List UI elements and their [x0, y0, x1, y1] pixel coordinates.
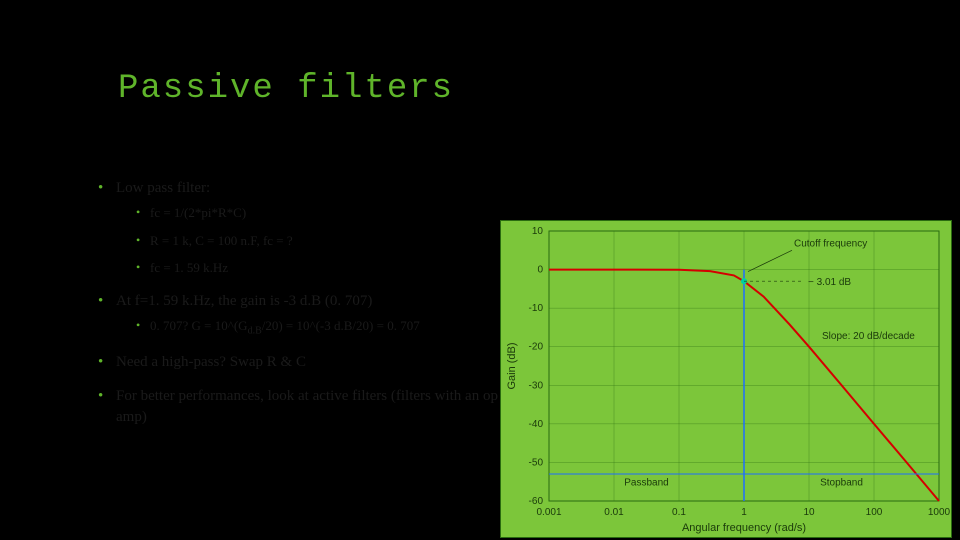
bullet-lowpass-text: Low pass filter: [116, 180, 210, 196]
bullet-highpass: Need a high-pass? Swap R & C [98, 352, 498, 372]
bullet-rc-values: R = 1 k, C = 100 n.F, fc = ? [136, 232, 498, 250]
svg-text:Passband: Passband [624, 478, 668, 489]
svg-text:-10: -10 [529, 303, 544, 314]
svg-text:Stopband: Stopband [820, 478, 863, 489]
svg-text:Angular frequency (rad/s): Angular frequency (rad/s) [682, 522, 806, 534]
bode-plot: 0.0010.010.11101001000100-10-20-30-40-50… [500, 220, 952, 538]
svg-text:1: 1 [741, 507, 747, 518]
svg-text:− 3.01 dB: − 3.01 dB [808, 277, 851, 288]
svg-text:-30: -30 [529, 380, 544, 391]
slide-body: Low pass filter: fc = 1/(2*pi*R*C) R = 1… [98, 178, 498, 441]
bullet-lowpass: Low pass filter: fc = 1/(2*pi*R*C) R = 1… [98, 178, 498, 277]
svg-text:10: 10 [532, 226, 544, 237]
bullet-gain-calc: 0. 707? G = 10^(Gd.B/20) = 10^(-3 d.B/20… [136, 317, 498, 338]
bullet-gain: At f=1. 59 k.Hz, the gain is -3 d.B (0. … [98, 291, 498, 338]
bullet-active: For better performances, look at active … [98, 386, 498, 427]
svg-text:Gain (dB): Gain (dB) [506, 342, 518, 389]
bullet-fc-formula: fc = 1/(2*pi*R*C) [136, 204, 498, 222]
svg-text:10: 10 [803, 507, 815, 518]
svg-text:0.001: 0.001 [536, 507, 561, 518]
svg-text:0: 0 [537, 265, 543, 276]
bullet-gain-text: At f=1. 59 k.Hz, the gain is -3 d.B (0. … [116, 293, 372, 309]
svg-text:100: 100 [866, 507, 883, 518]
svg-text:Slope: 20 dB/decade: Slope: 20 dB/decade [822, 331, 915, 342]
svg-text:1000: 1000 [928, 507, 951, 518]
svg-text:0.1: 0.1 [672, 507, 686, 518]
svg-text:Cutoff frequency: Cutoff frequency [794, 238, 867, 249]
svg-text:-40: -40 [529, 419, 544, 430]
svg-text:-20: -20 [529, 342, 544, 353]
bullet-fc-result: fc = 1. 59 k.Hz [136, 259, 498, 277]
svg-text:-50: -50 [529, 457, 544, 468]
slide-title: Passive filters [118, 70, 454, 108]
svg-text:0.01: 0.01 [604, 507, 624, 518]
svg-text:-60: -60 [529, 496, 544, 507]
